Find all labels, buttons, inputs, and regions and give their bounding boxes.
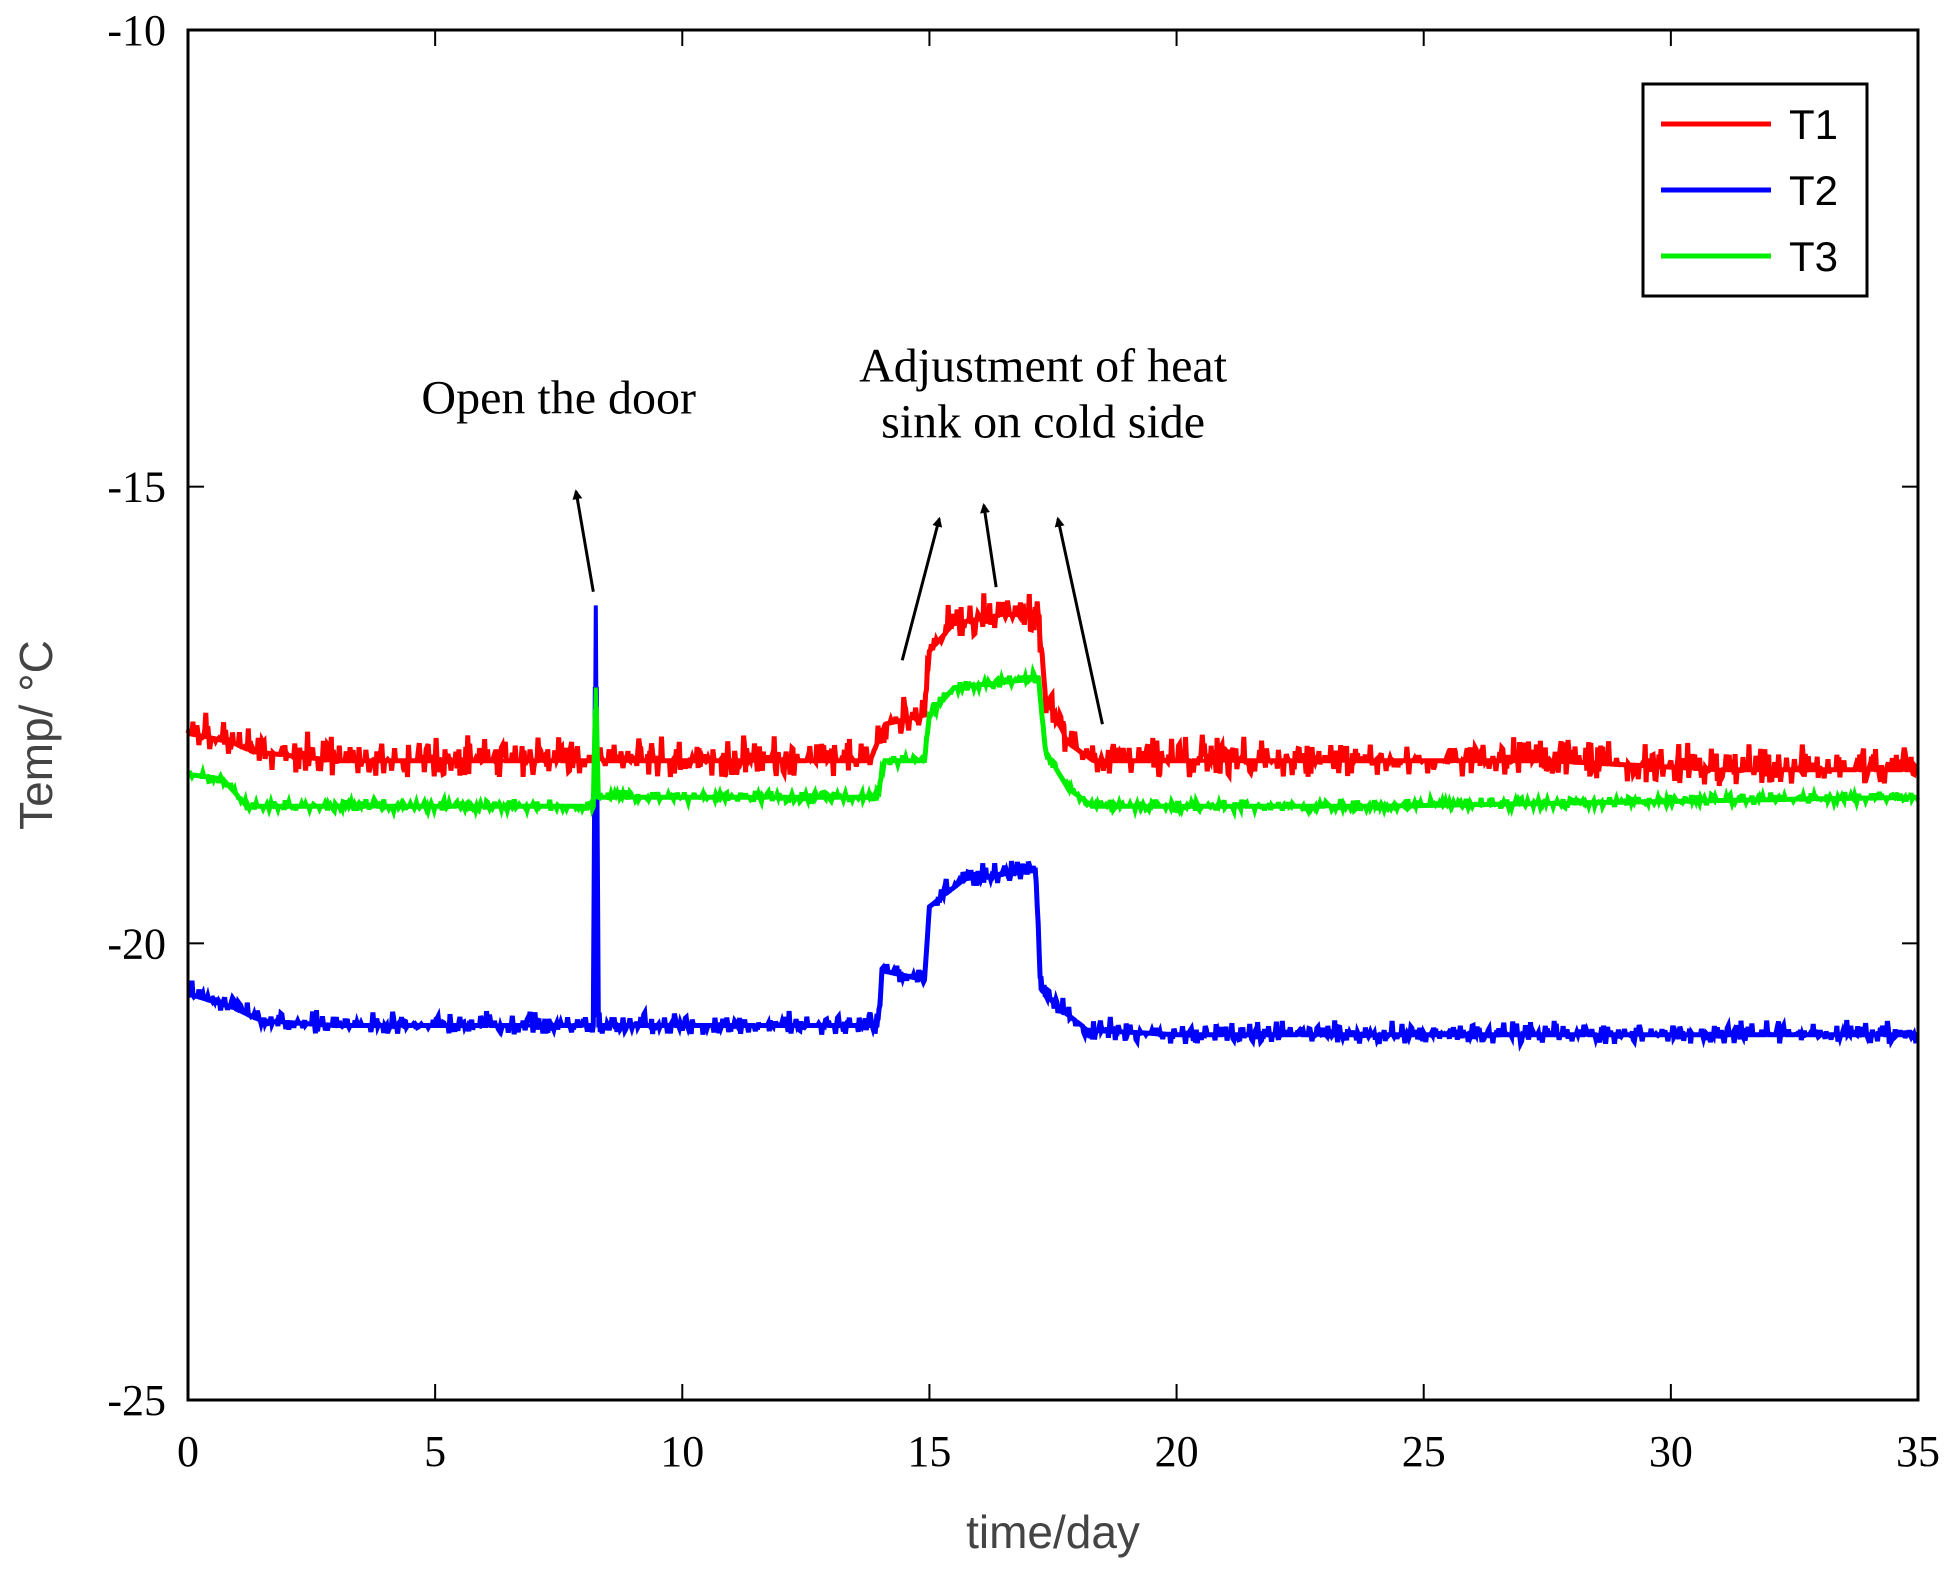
x-tick-label: 20 <box>1155 1427 1199 1476</box>
series-spine-t2 <box>187 605 1918 1037</box>
legend-label-t1: T1 <box>1789 101 1838 148</box>
series-spine-t3 <box>187 676 1919 809</box>
annotation-arrow <box>572 489 595 592</box>
x-tick-label: 25 <box>1402 1427 1446 1476</box>
y-tick-label: -15 <box>107 463 166 512</box>
plot-frame <box>186 28 1920 1402</box>
x-tick-label: 10 <box>660 1427 704 1476</box>
annotation-arrow <box>900 516 943 661</box>
legend-label-t3: T3 <box>1789 233 1838 280</box>
x-tick-label: 15 <box>907 1427 951 1476</box>
annotation-arrow <box>1054 516 1104 725</box>
x-tick-label: 5 <box>424 1427 446 1476</box>
annotation-arrow <box>980 502 998 588</box>
x-tick-label: 30 <box>1649 1427 1693 1476</box>
x-tick-label: 0 <box>177 1427 199 1476</box>
legend-label-t2: T2 <box>1789 167 1838 214</box>
y-tick-label: -10 <box>107 6 166 55</box>
annotation-text: sink on cold side <box>881 396 1205 449</box>
series-layer <box>185 593 1921 1052</box>
x-axis-title: time/day <box>966 1506 1140 1558</box>
annotation-text: Adjustment of heat <box>859 340 1228 393</box>
legend: T1 T2 T3 <box>1641 82 1869 298</box>
y-tick-label: -25 <box>107 1376 166 1425</box>
y-axis-title: Temp/ °C <box>10 640 62 830</box>
annotation-text: Open the door <box>421 372 696 425</box>
x-tick-label: 35 <box>1896 1427 1940 1476</box>
series-spine-t1 <box>187 612 1918 772</box>
ticks-layer: 0 5 10 15 20 25 30 35 -25 -20 -15 -10 <box>107 6 1940 1476</box>
y-tick-label: -20 <box>107 919 166 968</box>
